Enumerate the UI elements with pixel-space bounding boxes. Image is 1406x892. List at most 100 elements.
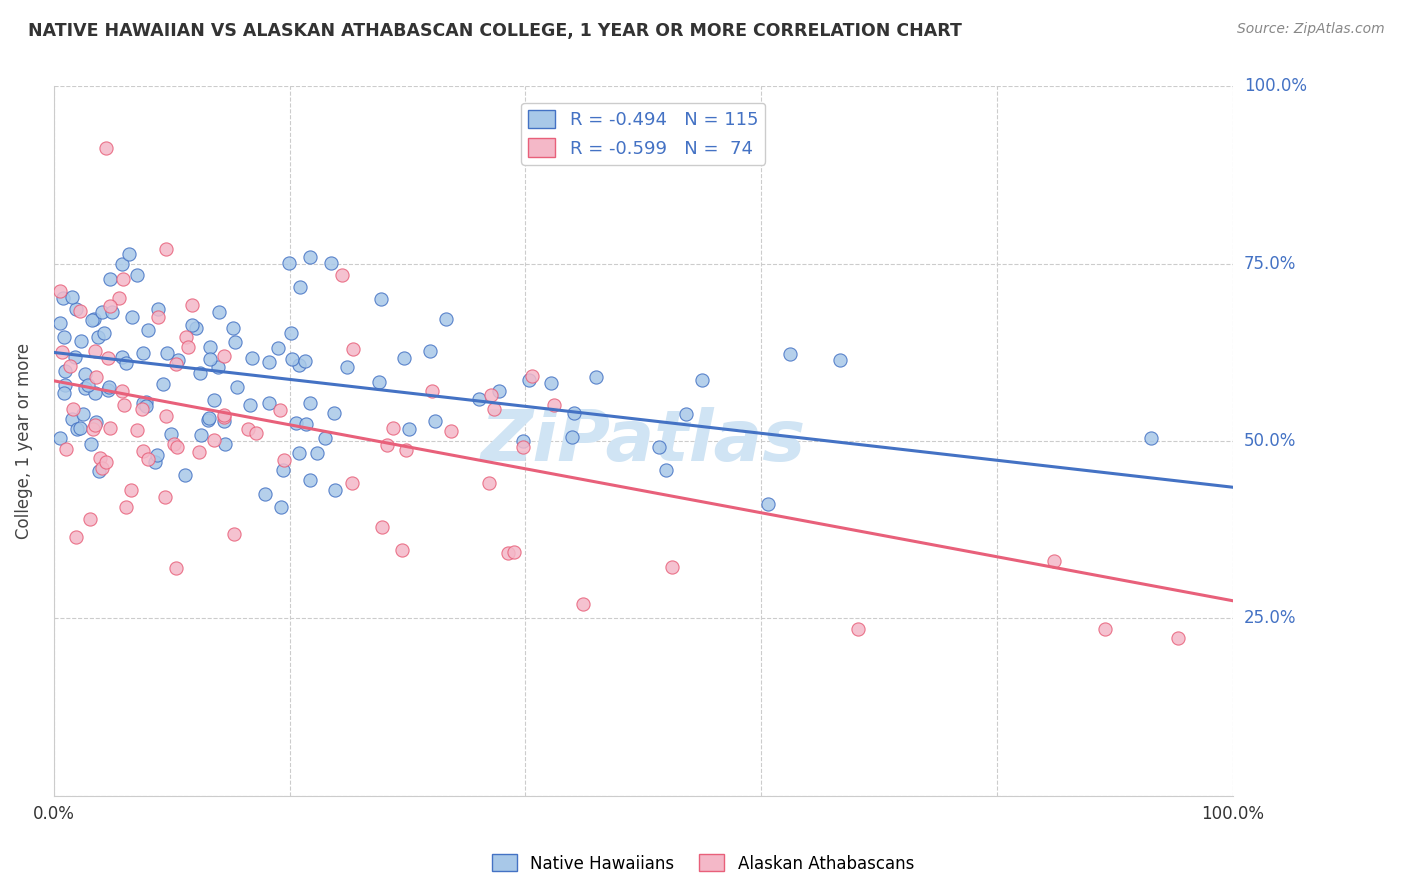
Point [143, 455, 166, 469]
Point [468, 392, 491, 407]
Point [70, 334, 93, 349]
Point [131, 401, 153, 416]
Point [257, 396, 280, 410]
Point [53, 378, 76, 392]
Point [423, 414, 446, 428]
Point [127, 268, 149, 283]
Point [53, 329, 76, 343]
Point [132, 396, 155, 410]
Point [342, 342, 364, 356]
Point [288, 358, 311, 372]
Point [305, 446, 328, 460]
Point [208, 305, 231, 319]
Point [254, 486, 277, 500]
Point [163, 437, 186, 451]
Point [76, 378, 98, 392]
Point [59, 359, 82, 373]
Point [135, 400, 157, 414]
Point [269, 403, 291, 417]
Point [181, 298, 204, 312]
Text: 100.0%: 100.0% [1244, 78, 1306, 95]
Point [1094, 622, 1116, 636]
Point [114, 398, 136, 412]
Point [690, 373, 713, 387]
Point [65, 301, 87, 316]
Point [97, 380, 120, 394]
Point [197, 411, 219, 425]
Point [294, 353, 316, 368]
Point [295, 417, 318, 431]
Point [572, 597, 595, 611]
Point [190, 427, 212, 442]
Point [89, 450, 111, 465]
Point [239, 398, 262, 412]
Point [62, 402, 84, 417]
Point [155, 490, 177, 504]
Point [654, 463, 676, 477]
Point [69, 421, 91, 435]
Point [281, 352, 304, 367]
Point [53, 364, 76, 378]
Point [60, 412, 83, 426]
Point [828, 353, 851, 368]
Point [240, 351, 263, 365]
Point [63, 350, 86, 364]
Point [368, 375, 391, 389]
Point [160, 426, 183, 441]
Point [290, 280, 312, 294]
Point [91, 461, 114, 475]
Point [180, 318, 202, 333]
Point [756, 497, 779, 511]
Point [83, 312, 105, 326]
Point [66, 422, 89, 436]
Point [222, 321, 245, 335]
Point [146, 310, 169, 324]
Point [75, 381, 97, 395]
Point [83, 344, 105, 359]
Point [1043, 554, 1066, 568]
Point [661, 560, 683, 574]
Point [1140, 431, 1163, 445]
Point [96, 455, 118, 469]
Point [398, 422, 420, 436]
Point [323, 406, 346, 420]
Point [520, 368, 543, 383]
Point [51, 344, 73, 359]
Point [97, 384, 120, 398]
Point [197, 413, 219, 427]
Legend: R = -0.494   N = 115, R = -0.599   N =  74: R = -0.494 N = 115, R = -0.599 N = 74 [522, 103, 765, 165]
Point [48, 431, 70, 445]
Point [212, 415, 235, 429]
Point [188, 444, 211, 458]
Point [132, 346, 155, 360]
Point [214, 436, 236, 450]
Point [585, 370, 607, 384]
Point [108, 291, 131, 305]
Point [420, 384, 443, 398]
Point [561, 429, 583, 443]
Point [382, 420, 405, 434]
Point [543, 398, 565, 412]
Point [84, 370, 107, 384]
Point [75, 367, 97, 381]
Point [257, 355, 280, 369]
Point [101, 305, 124, 319]
Point [152, 377, 174, 392]
Point [207, 360, 229, 375]
Point [146, 448, 169, 462]
Point [1167, 632, 1189, 646]
Point [512, 440, 534, 454]
Point [184, 321, 207, 335]
Point [440, 424, 463, 438]
Point [419, 344, 441, 359]
Point [136, 323, 159, 337]
Point [370, 292, 392, 306]
Point [198, 340, 221, 354]
Point [98, 299, 121, 313]
Point [166, 440, 188, 454]
Point [87, 464, 110, 478]
Point [517, 373, 540, 387]
Point [540, 376, 562, 391]
Point [212, 408, 235, 422]
Point [325, 483, 347, 497]
